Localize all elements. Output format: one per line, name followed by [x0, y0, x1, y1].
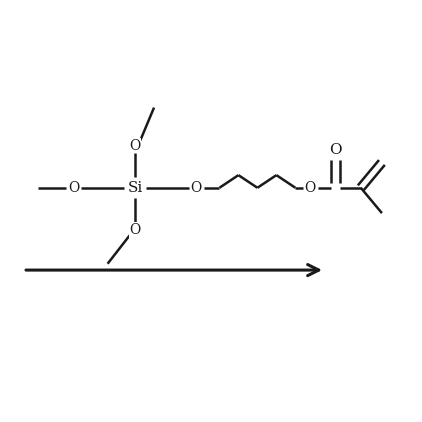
Text: O: O — [329, 143, 342, 157]
Text: O: O — [130, 223, 141, 237]
Text: Si: Si — [127, 181, 143, 195]
Text: O: O — [68, 181, 79, 195]
Text: O: O — [191, 181, 202, 195]
Text: O: O — [305, 181, 316, 195]
Text: O: O — [130, 138, 141, 153]
